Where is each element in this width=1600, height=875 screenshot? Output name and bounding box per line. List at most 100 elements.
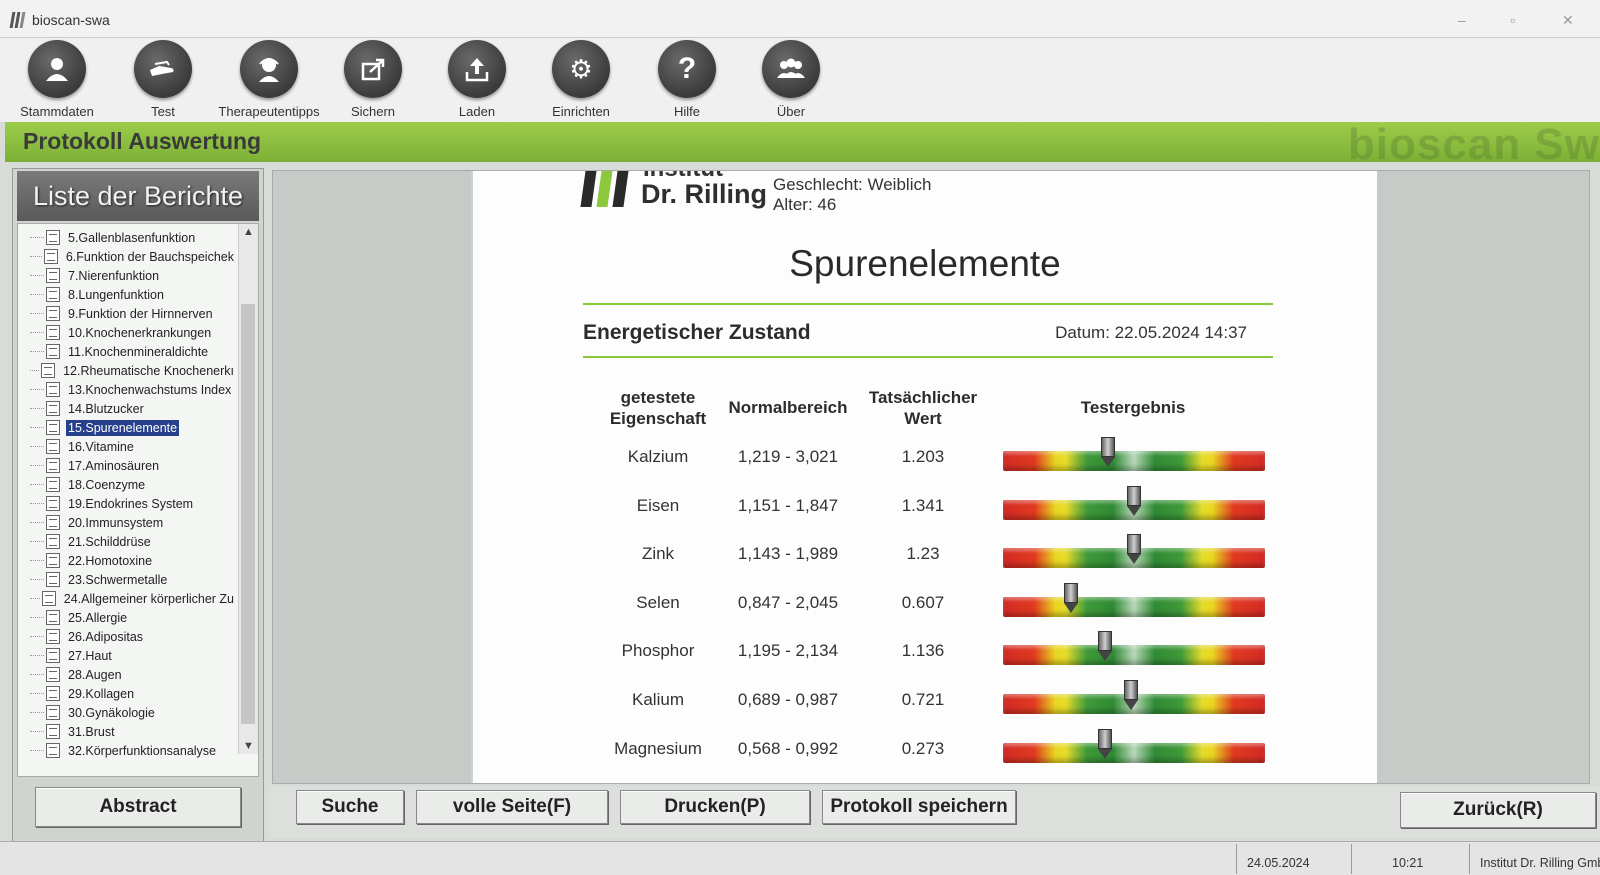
status-company: Institut Dr. Rilling GmbH <box>1469 844 1600 874</box>
close-icon[interactable]: ✕ <box>1562 12 1574 28</box>
section-header: Protokoll Auswertung bioscan Sw <box>5 120 1600 169</box>
scroll-thumb[interactable] <box>241 304 255 724</box>
document-icon <box>46 572 60 587</box>
tree-vertical-scrollbar[interactable]: ▲ ▼ <box>238 224 258 754</box>
row-property: Phosphor <box>621 641 695 660</box>
document-icon <box>46 287 60 302</box>
toolbar-einrichten-button[interactable]: ⚙ Einrichten <box>526 40 636 119</box>
export-icon <box>344 40 402 98</box>
toolbar-test-button[interactable]: Test <box>108 40 218 119</box>
report-list-item[interactable]: 24.Allgemeiner körperlicher Zu <box>18 589 236 608</box>
gear-icon: ⚙ <box>552 40 610 98</box>
row-actual-value: 1.23 <box>906 544 940 563</box>
result-scale-bar <box>1003 645 1265 665</box>
document-icon <box>46 724 60 739</box>
toolbar-therapeutentipps-button[interactable]: Therapeutentipps <box>214 40 324 119</box>
report-list-item-label: 5.Gallenblasenfunktion <box>68 230 196 245</box>
maximize-icon[interactable]: ▫ <box>1510 12 1515 28</box>
row-property: Kalzium <box>627 447 689 466</box>
report-list-item[interactable]: 27.Haut <box>18 646 236 665</box>
report-page: Institut Dr. Rilling Geschlecht: Weiblic… <box>473 171 1377 783</box>
report-list-item-label: 19.Endokrines System <box>68 496 194 511</box>
report-list-item-label: 10.Knochenerkrankungen <box>68 325 212 340</box>
column-header-value: Tatsächlicher Wert <box>868 388 978 428</box>
search-button[interactable]: Suche <box>296 790 404 824</box>
report-list-item[interactable]: 16.Vitamine <box>18 437 236 456</box>
document-icon <box>46 306 60 321</box>
report-list-item[interactable]: 5.Gallenblasenfunktion <box>18 228 236 247</box>
document-icon <box>46 648 60 663</box>
save-protocol-button[interactable]: Protokoll speichern <box>822 790 1016 824</box>
report-list-item[interactable]: 30.Gynäkologie <box>18 703 236 722</box>
brand-watermark: bioscan Sw <box>1347 120 1600 169</box>
report-list-item[interactable]: 19.Endokrines System <box>18 494 236 513</box>
report-list-item[interactable]: 10.Knochenerkrankungen <box>18 323 236 342</box>
logo-name-text: Dr. Rilling <box>641 179 768 209</box>
report-list-item[interactable]: 20.Immunsystem <box>18 513 236 532</box>
report-list-item-label: 28.Augen <box>68 667 122 682</box>
toolbar-hilfe-button[interactable]: ? Hilfe <box>632 40 742 119</box>
back-button[interactable]: Zurück(R) <box>1400 792 1596 828</box>
report-list-item[interactable]: 28.Augen <box>18 665 236 684</box>
report-list-item-label: 20.Immunsystem <box>68 515 164 530</box>
report-list-item[interactable]: 17.Aminosäuren <box>18 456 236 475</box>
row-normal-range: 1,151 - 1,847 <box>737 496 839 515</box>
report-list-item[interactable]: 15.Spurenelemente <box>18 418 236 437</box>
report-list-item[interactable]: 12.Rheumatische Knochenerkı <box>18 361 236 380</box>
report-list-item[interactable]: 7.Nierenfunktion <box>18 266 236 285</box>
toolbar-laden-button[interactable]: Laden <box>422 40 532 119</box>
report-list-item[interactable]: 14.Blutzucker <box>18 399 236 418</box>
report-list-item[interactable]: 9.Funktion der Hirnnerven <box>18 304 236 323</box>
report-list-item[interactable]: 8.Lungenfunktion <box>18 285 236 304</box>
document-icon <box>41 363 56 378</box>
report-list-item[interactable]: 31.Brust <box>18 722 236 741</box>
report-list-item-label: 17.Aminosäuren <box>68 458 160 473</box>
row-normal-range: 1,219 - 3,021 <box>737 447 839 466</box>
status-bar: 24.05.2024 10:21 Institut Dr. Rilling Gm… <box>0 841 1600 875</box>
divider <box>583 303 1273 305</box>
scroll-down-icon[interactable]: ▼ <box>243 740 254 752</box>
patient-info: Geschlecht: Weiblich Alter: 46 <box>773 175 931 215</box>
document-icon <box>43 249 58 264</box>
full-page-button[interactable]: volle Seite(F) <box>416 790 608 824</box>
minimize-icon[interactable]: – <box>1458 12 1466 28</box>
report-list-item[interactable]: 22.Homotoxine <box>18 551 236 570</box>
report-list-item-label: 32.Körperfunktionsanalyse <box>68 743 217 758</box>
report-list-item[interactable]: 21.Schilddrüse <box>18 532 236 551</box>
print-button[interactable]: Drucken(P) <box>620 790 810 824</box>
row-normal-range: 1,195 - 2,134 <box>737 641 839 660</box>
report-list-item[interactable]: 13.Knochenwachstums Index <box>18 380 236 399</box>
toolbar-stammdaten-button[interactable]: Stammdaten <box>2 40 112 119</box>
abstract-button[interactable]: Abstract <box>35 787 241 827</box>
report-list-item[interactable]: 29.Kollagen <box>18 684 236 703</box>
column-header-property: getestete Eigenschaft <box>609 388 707 428</box>
report-list-item[interactable]: 25.Allergie <box>18 608 236 627</box>
document-icon <box>46 439 60 454</box>
indicator-tip <box>1127 506 1141 516</box>
document-icon <box>46 515 60 530</box>
status-time: 10:21 <box>1351 844 1469 874</box>
scroll-up-icon[interactable]: ▲ <box>243 226 254 238</box>
report-list-item[interactable]: 18.Coenzyme <box>18 475 236 494</box>
row-property: Selen <box>636 593 680 612</box>
report-list-item[interactable]: 6.Funktion der Bauchspeichek <box>18 247 236 266</box>
report-list-item[interactable]: 23.Schwermetalle <box>18 570 236 589</box>
report-list-item[interactable]: 26.Adipositas <box>18 627 236 646</box>
toolbar-ueber-button[interactable]: Über <box>736 40 846 119</box>
report-list-item[interactable]: 11.Knochenmineraldichte <box>18 342 236 361</box>
toolbar-sichern-button[interactable]: Sichern <box>318 40 428 119</box>
indicator-tip <box>1098 749 1112 759</box>
indicator-body <box>1127 486 1141 506</box>
result-scale-bar <box>1003 743 1265 763</box>
report-list-item-label: 7.Nierenfunktion <box>68 268 160 283</box>
report-list-item[interactable]: 32.Körperfunktionsanalyse <box>18 741 236 760</box>
indicator-body <box>1064 583 1078 603</box>
column-header-result: Testergebnis <box>1080 398 1186 417</box>
document-icon <box>46 420 60 435</box>
report-list-item-label: 25.Allergie <box>68 610 128 625</box>
tree-connector <box>30 370 40 371</box>
report-list-item-label: 6.Funktion der Bauchspeichek <box>65 249 234 264</box>
report-list-item-label: 22.Homotoxine <box>68 553 153 568</box>
window-title: bioscan-swa <box>32 12 110 28</box>
toolbar-label: Stammdaten <box>20 104 94 119</box>
